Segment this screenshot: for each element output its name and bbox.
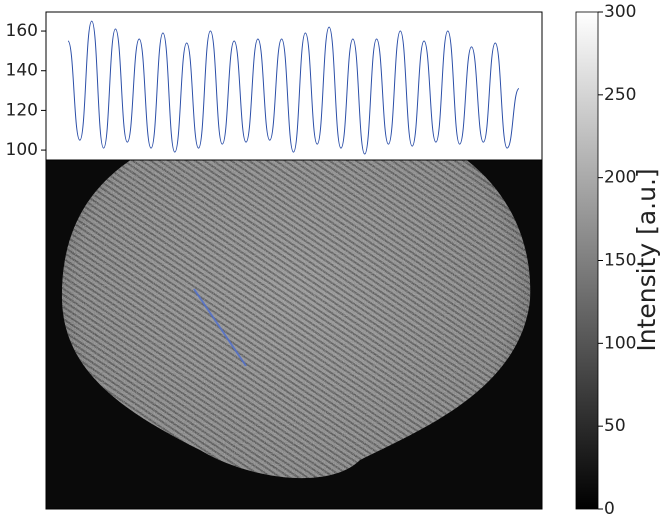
profile-axes: [45, 11, 543, 161]
profile-plot: 100 120 140 160: [6, 20, 520, 160]
colorbar: [575, 11, 599, 510]
colorbar-tick-label: 300: [604, 2, 636, 22]
y-tick-label: 120: [6, 100, 38, 120]
y-tick-label: 100: [6, 140, 38, 160]
profile-line: [67, 20, 520, 155]
profile-line: [193, 288, 247, 367]
colorbar-tick-label: 150: [604, 251, 636, 271]
y-tick-label: 160: [6, 21, 38, 41]
colorbar-tick-label: 50: [604, 416, 626, 436]
micrograph: [46, 160, 542, 509]
y-tick-label: 140: [6, 61, 38, 81]
colorbar-tick-label: 100: [604, 333, 636, 353]
colorbar-axis: 0 50 100 150 200 250 300: [598, 2, 636, 515]
colorbar-tick-label: 250: [604, 85, 636, 105]
colorbar-tick-label: 0: [604, 499, 615, 515]
colorbar-tick-label: 200: [604, 168, 636, 188]
colorbar-label: Intensity [a.u.]: [632, 168, 660, 351]
